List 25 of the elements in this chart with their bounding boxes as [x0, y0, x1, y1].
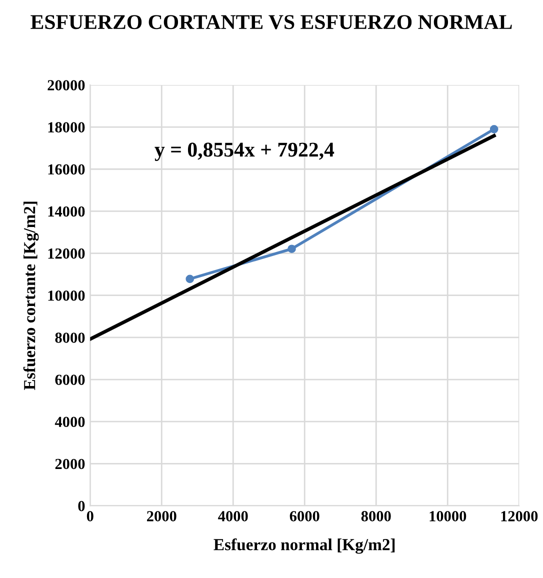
x-tick-label: 12000 [501, 511, 538, 522]
y-tick-label: 8000 [55, 332, 85, 343]
x-tick-label: 8000 [361, 511, 391, 522]
x-tick-label: 0 [86, 511, 94, 522]
y-tick-label: 2000 [55, 458, 85, 470]
x-tick-label: 10000 [430, 511, 466, 522]
x-tick-label: 6000 [290, 511, 320, 522]
point [490, 124, 498, 134]
x-axis-title: Esfuerzo normal [Kg/m2] [214, 538, 395, 554]
x-tick-label: 4000 [218, 511, 248, 522]
y-tick-label: 20000 [48, 80, 85, 90]
y-tick-label: 12000 [48, 248, 85, 259]
point [186, 274, 194, 284]
y-tick-label: 10000 [48, 290, 85, 301]
y-axis-title: Esfuerzo cortante [Kg/m2] [23, 202, 39, 390]
y-tick-label: 18000 [48, 122, 85, 132]
y-tick-label: 16000 [48, 164, 85, 175]
chart-title: ESFUERZO CORTANTE VS ESFUERZO NORMAL [30, 15, 512, 30]
y-tick-label: 0 [78, 500, 85, 512]
x-tick-label: 2000 [146, 511, 176, 522]
annotation: y = 0,8554x + 7922,4 [154, 142, 334, 161]
y-tick-label: 6000 [55, 374, 85, 385]
point [288, 244, 296, 254]
y-tick-label: 14000 [48, 206, 85, 217]
y-tick-label: 4000 [54, 416, 85, 428]
